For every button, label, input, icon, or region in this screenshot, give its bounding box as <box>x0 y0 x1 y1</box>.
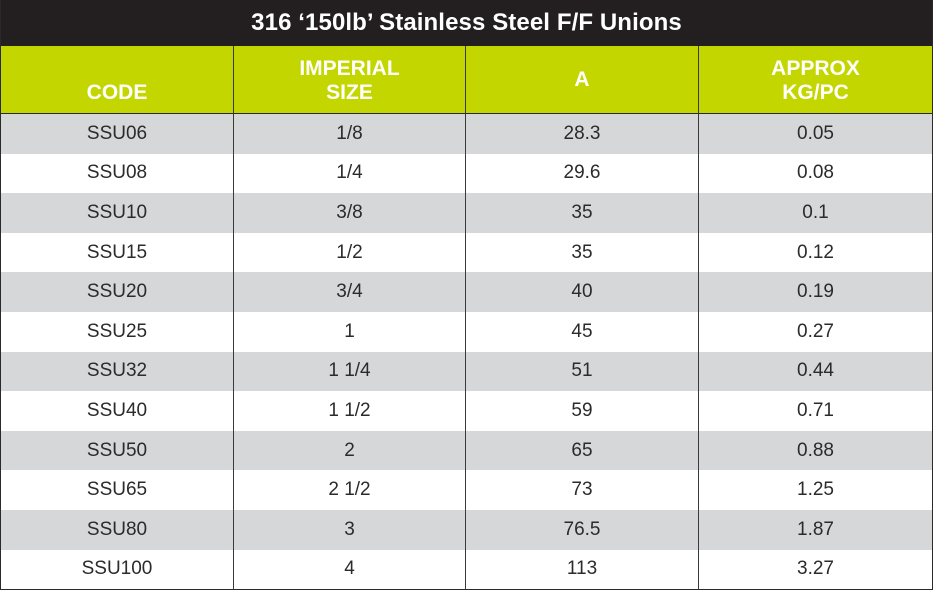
header-code-label: CODE <box>86 81 148 104</box>
cell-code: SSU08 <box>1 153 234 194</box>
header-imperial-size-label: IMPERIAL SIZE <box>299 57 399 105</box>
header-a: A <box>466 46 699 113</box>
cell-imperial-size: 3 <box>234 509 466 550</box>
cell-a: 76.5 <box>466 509 699 550</box>
cell-a: 51 <box>466 351 699 392</box>
cell-a: 40 <box>466 272 699 312</box>
cell-approx-kg: 0.71 <box>797 399 834 421</box>
table-body: SSU06 1/8 28.3 0.05 SSU08 1/4 29.6 0.08 … <box>1 114 932 590</box>
header-imperial-line2: SIZE <box>326 81 373 104</box>
cell-a: 59 <box>466 391 699 431</box>
header-row: CODE IMPERIAL SIZE A APPROX KG/PC <box>1 46 932 114</box>
header-approx-line2: KG/PC <box>782 81 849 104</box>
header-approx-kg: APPROX KG/PC <box>699 46 932 113</box>
cell-approx-kg: 3.27 <box>797 558 834 580</box>
header-code: CODE <box>1 46 234 113</box>
header-approx-line1: APPROX <box>771 57 860 80</box>
cell-a: 113 <box>466 549 699 590</box>
cell-imperial-size: 1/4 <box>234 153 466 194</box>
cell-imperial-size: 1 1/4 <box>234 351 466 392</box>
table-row: SSU65 2 1/2 73 1.25 <box>1 470 932 510</box>
table-row: SSU20 3/4 40 0.19 <box>1 272 932 312</box>
table-row: SSU50 2 65 0.88 <box>1 430 932 471</box>
cell-a: 45 <box>466 311 699 352</box>
cell-code: SSU06 <box>1 114 234 154</box>
table-row: SSU40 1 1/2 59 0.71 <box>1 391 932 431</box>
cell-approx-kg: 0.12 <box>797 241 834 263</box>
cell-code: SSU32 <box>1 351 234 392</box>
cell-imperial-size: 2 1/2 <box>234 470 466 510</box>
cell-imperial-size: 3/4 <box>234 272 466 312</box>
cell-code: SSU40 <box>1 391 234 431</box>
cell-code: SSU50 <box>1 430 234 471</box>
cell-imperial-size: 4 <box>234 549 466 590</box>
cell-approx-kg: 1.87 <box>797 518 834 540</box>
table-row: SSU10 3/8 35 0.1 <box>1 193 932 233</box>
table-row: SSU80 3 76.5 1.87 <box>1 509 932 550</box>
cell-imperial-size: 3/8 <box>234 193 466 233</box>
cell-code: SSU20 <box>1 272 234 312</box>
cell-approx-kg: 0.1 <box>802 201 829 223</box>
header-a-label: A <box>574 68 590 91</box>
table-row: SSU100 4 113 3.27 <box>1 549 932 590</box>
cell-approx-kg: 0.05 <box>797 122 834 144</box>
cell-code: SSU65 <box>1 470 234 510</box>
cell-code: SSU80 <box>1 509 234 550</box>
cell-a: 35 <box>466 232 699 273</box>
cell-a: 73 <box>466 470 699 510</box>
cell-code: SSU25 <box>1 311 234 352</box>
header-imperial-size: IMPERIAL SIZE <box>234 46 466 113</box>
cell-imperial-size: 1/8 <box>234 114 466 154</box>
cell-a: 29.6 <box>466 153 699 194</box>
cell-imperial-size: 2 <box>234 430 466 471</box>
cell-approx-kg: 0.88 <box>797 439 834 461</box>
cell-code: SSU100 <box>1 549 234 590</box>
table-row: SSU25 1 45 0.27 <box>1 311 932 352</box>
cell-approx-kg: 1.25 <box>797 479 834 501</box>
cell-code: SSU10 <box>1 193 234 233</box>
cell-imperial-size: 1/2 <box>234 232 466 273</box>
cell-imperial-size: 1 1/2 <box>234 391 466 431</box>
table-title: 316 ‘150lb’ Stainless Steel F/F Unions <box>1 0 932 46</box>
cell-approx-kg: 0.08 <box>797 162 834 184</box>
table-row: SSU32 1 1/4 51 0.44 <box>1 351 932 392</box>
table-row: SSU08 1/4 29.6 0.08 <box>1 153 932 194</box>
cell-approx-kg: 0.19 <box>797 281 834 303</box>
cell-a: 28.3 <box>466 114 699 154</box>
table-row: SSU06 1/8 28.3 0.05 <box>1 114 932 154</box>
cell-approx-kg: 0.44 <box>797 360 834 382</box>
cell-code: SSU15 <box>1 232 234 273</box>
cell-a: 65 <box>466 430 699 471</box>
header-imperial-line1: IMPERIAL <box>299 57 400 80</box>
table-row: SSU15 1/2 35 0.12 <box>1 232 932 273</box>
header-approx-kg-label: APPROX KG/PC <box>771 57 860 105</box>
cell-imperial-size: 1 <box>234 311 466 352</box>
cell-a: 35 <box>466 193 699 233</box>
cell-approx-kg: 0.27 <box>797 320 834 342</box>
